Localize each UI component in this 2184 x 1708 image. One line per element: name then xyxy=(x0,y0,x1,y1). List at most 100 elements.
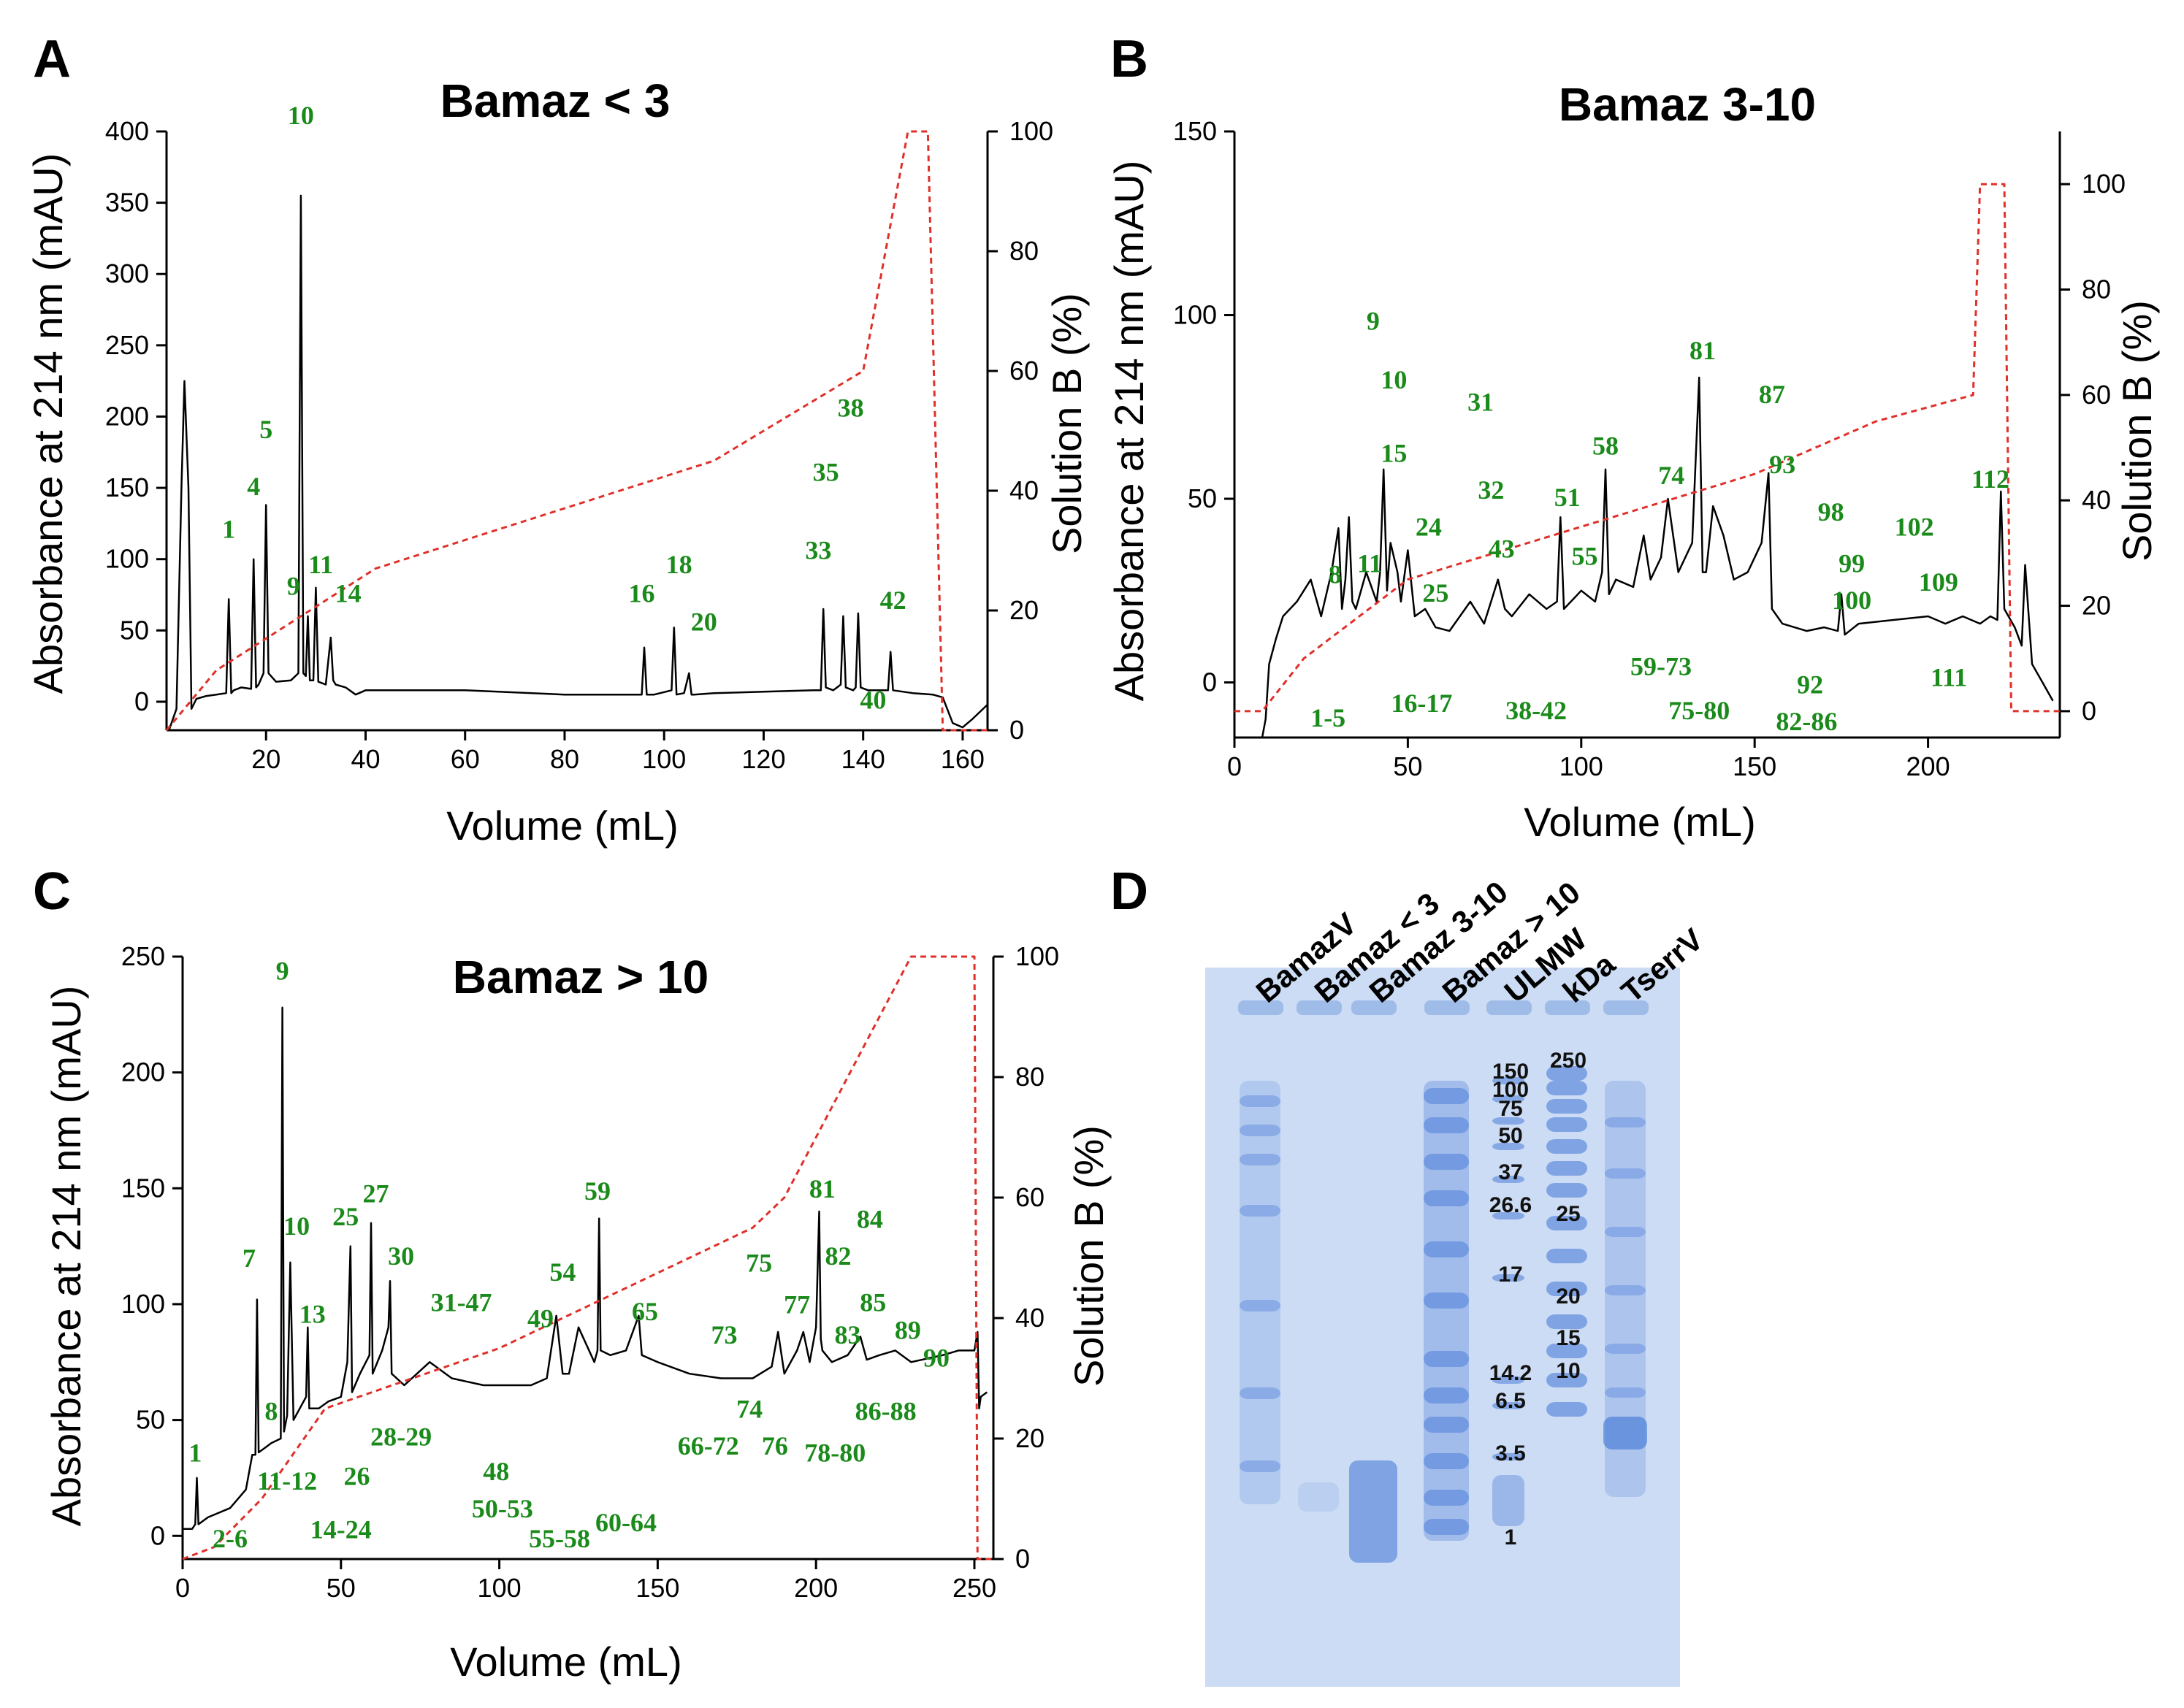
y-tick-label: 250 xyxy=(105,330,149,360)
peak-label: 98 xyxy=(1818,497,1844,526)
x-tick-label: 160 xyxy=(941,744,985,774)
ulmw-marker-label: 50 xyxy=(1498,1124,1522,1148)
peak-label: 59 xyxy=(584,1176,611,1206)
tserrv-band xyxy=(1605,1117,1646,1127)
gel-well xyxy=(1486,1000,1532,1015)
kda-band xyxy=(1546,1081,1587,1095)
gradient-line-c xyxy=(182,955,993,1560)
absorbance-line-c xyxy=(183,1006,988,1531)
peak-label: 30 xyxy=(388,1241,414,1271)
peak-label: 5 xyxy=(259,415,272,444)
y2-tick-label: 80 xyxy=(1015,1062,1045,1092)
peak-label: 111 xyxy=(1931,663,1967,692)
peak-label: 1 xyxy=(188,1439,202,1468)
gradient-line-a xyxy=(165,130,988,732)
plot-area-c: 0 50 100 150 200 250 0 50 100 150 200 250 0 20 40 60 80 1… xyxy=(121,941,1059,1603)
peak-label: 4 xyxy=(247,472,260,501)
y-tick-label: 250 xyxy=(121,941,165,971)
bamaz-gt10-band xyxy=(1424,1088,1469,1104)
x-tick-label: 50 xyxy=(327,1573,356,1603)
peak-label: 14-24 xyxy=(310,1514,372,1544)
peak-label: 54 xyxy=(549,1257,576,1287)
y-tick-label: 50 xyxy=(120,615,149,645)
ulmw-marker-label: 14.2 xyxy=(1489,1361,1532,1385)
ulmw-band xyxy=(1492,1143,1524,1150)
gel-lanes xyxy=(1238,1000,1649,1563)
y-tick-label: 100 xyxy=(121,1289,165,1319)
peak-label: 24 xyxy=(1416,512,1442,541)
ulmw-band xyxy=(1492,1274,1524,1282)
peak-label: 82-86 xyxy=(1776,707,1837,736)
gel-well xyxy=(1297,1000,1342,1015)
peak-label: 35 xyxy=(813,457,839,486)
peak-label: 27 xyxy=(362,1179,389,1208)
x-tick-label: 200 xyxy=(794,1573,838,1603)
ulmw-smear xyxy=(1492,1475,1524,1526)
x-tick-label: 40 xyxy=(351,744,380,774)
peak-label: 40 xyxy=(860,686,886,715)
y2-tick-label: 100 xyxy=(1009,116,1053,146)
peak-label: 86-88 xyxy=(855,1397,917,1426)
peak-label: 55-58 xyxy=(529,1524,590,1553)
plot-area-a: 20 40 60 80 100 120 140 16005010015020025030035… xyxy=(105,101,1053,774)
peak-label: 84 xyxy=(857,1204,883,1233)
bamazv-band xyxy=(1240,1460,1280,1472)
y2-tick-label: 20 xyxy=(2082,591,2111,621)
peak-label: 112 xyxy=(1971,464,2009,494)
peak-label: 2-6 xyxy=(213,1524,248,1553)
kda-band xyxy=(1546,1117,1587,1132)
y2-tick-label: 60 xyxy=(2082,380,2111,410)
y2-tick-label: 40 xyxy=(2082,485,2111,515)
peak-label: 51 xyxy=(1554,483,1581,512)
ulmw-marker-label: 6.5 xyxy=(1495,1389,1526,1413)
gel-well xyxy=(1545,1000,1590,1015)
bamaz-gt10-band xyxy=(1424,1293,1469,1309)
peak-label: 73 xyxy=(711,1320,737,1349)
ulmw-band xyxy=(1492,1077,1524,1084)
y2-axis-label-b: Solution B (%) xyxy=(2114,300,2160,562)
bamaz-gt10-band xyxy=(1424,1453,1469,1469)
peak-label: 43 xyxy=(1489,535,1515,564)
bamazv-band xyxy=(1240,1300,1280,1311)
kda-band xyxy=(1546,1183,1587,1198)
gel-well xyxy=(1424,1000,1470,1015)
peak-label: 10 xyxy=(1381,365,1407,394)
peak-label: 99 xyxy=(1839,549,1865,578)
peak-label: 11 xyxy=(308,550,333,579)
ulmw-marker-label: 100 xyxy=(1492,1078,1529,1102)
absorbance-line-b xyxy=(1251,376,2054,739)
tserrv-band xyxy=(1605,1285,1646,1295)
peak-label: 49 xyxy=(527,1304,554,1333)
x-axis-label-c: Volume (mL) xyxy=(450,1639,681,1685)
x-tick-label: 0 xyxy=(1227,751,1242,781)
peak-label: 14 xyxy=(335,578,362,608)
peak-label: 93 xyxy=(1769,450,1795,479)
ulmw-band xyxy=(1492,1212,1524,1219)
ulmw-marker-label: 37 xyxy=(1498,1160,1522,1184)
y-tick-label: 200 xyxy=(121,1057,165,1087)
ulmw-marker-label: 75 xyxy=(1498,1097,1522,1121)
y2-tick-label: 0 xyxy=(1009,715,1024,745)
bamaz-gt10-band xyxy=(1424,1490,1469,1506)
y2-tick-label: 20 xyxy=(1009,595,1039,625)
peak-label: 102 xyxy=(1895,512,1934,541)
peak-label: 20 xyxy=(691,607,717,636)
kda-band xyxy=(1546,1402,1587,1417)
bamazv-band xyxy=(1240,1205,1280,1217)
tserrv-band xyxy=(1605,1168,1646,1179)
x-tick-label: 100 xyxy=(1559,751,1603,781)
x-tick-label: 150 xyxy=(1733,751,1776,781)
peak-label: 85 xyxy=(860,1287,886,1317)
y-tick-label: 400 xyxy=(105,116,149,146)
y2-tick-label: 100 xyxy=(1015,941,1059,971)
y-axis-label-b: Absorbance at 214 nm (mAU) xyxy=(1106,161,1152,702)
y-tick-label: 350 xyxy=(105,188,149,218)
peak-label: 83 xyxy=(835,1320,861,1349)
kda-band xyxy=(1546,1373,1587,1387)
kda-band xyxy=(1546,1314,1587,1329)
peak-label: 16 xyxy=(629,578,655,608)
peak-label: 28-29 xyxy=(370,1422,432,1452)
